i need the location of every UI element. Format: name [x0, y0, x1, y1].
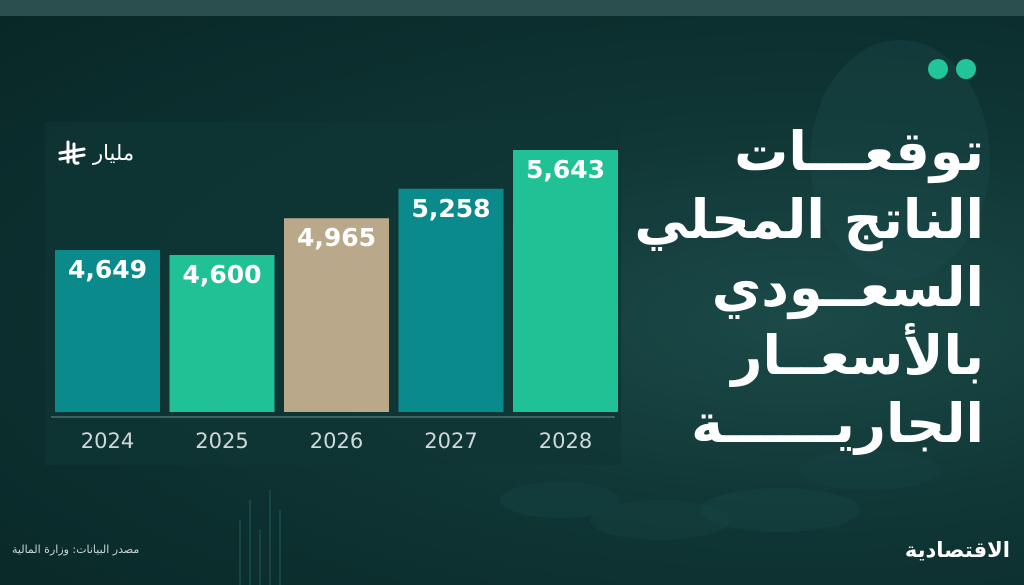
accent-dot — [928, 59, 948, 79]
source-note: مصدر البيانات: وزارة المالية — [12, 543, 140, 556]
headline-line: بالأسعــار — [731, 324, 984, 387]
headline-line: السعــودي — [711, 256, 984, 319]
publisher-logo: الاقتصادية — [904, 538, 1010, 562]
x-tick-label: 2027 — [424, 429, 477, 453]
headline: توقعـــات الناتج المحلي السعــودي بالأسع… — [604, 118, 984, 458]
data-label: 4,649 — [68, 255, 147, 284]
chart-panel: 4,649 2024 4,600 2025 4,965 2026 5,258 2027 5,64… — [45, 122, 621, 465]
x-tick-label: 2024 — [81, 429, 134, 453]
unit-label: مليار — [57, 138, 134, 168]
x-tick-label: 2026 — [310, 429, 363, 453]
x-tick-label: 2028 — [539, 429, 592, 453]
data-label: 4,600 — [182, 260, 261, 289]
bar-2026 — [284, 218, 389, 412]
data-label: 5,258 — [411, 194, 490, 223]
bar-2027 — [398, 188, 504, 412]
headline-line: توقعـــات — [734, 120, 984, 183]
headline-line: الجاريــــــة — [691, 392, 984, 455]
bar-2024 — [55, 250, 160, 412]
accent-dots — [928, 59, 978, 79]
saudi-riyal-icon — [58, 140, 86, 165]
top-strip — [0, 0, 1024, 16]
bar-2025 — [169, 254, 275, 412]
headline-line: الناتج المحلي — [634, 188, 984, 251]
accent-dot — [956, 59, 976, 79]
bar-chart: 4,649 2024 4,600 2025 4,965 2026 5,258 2027 5,64… — [51, 150, 618, 453]
data-label: 5,643 — [526, 155, 605, 184]
data-label: 4,965 — [297, 223, 376, 252]
unit-text: مليار — [93, 141, 135, 165]
bar-2028 — [513, 150, 618, 412]
x-tick-label: 2025 — [195, 429, 248, 453]
